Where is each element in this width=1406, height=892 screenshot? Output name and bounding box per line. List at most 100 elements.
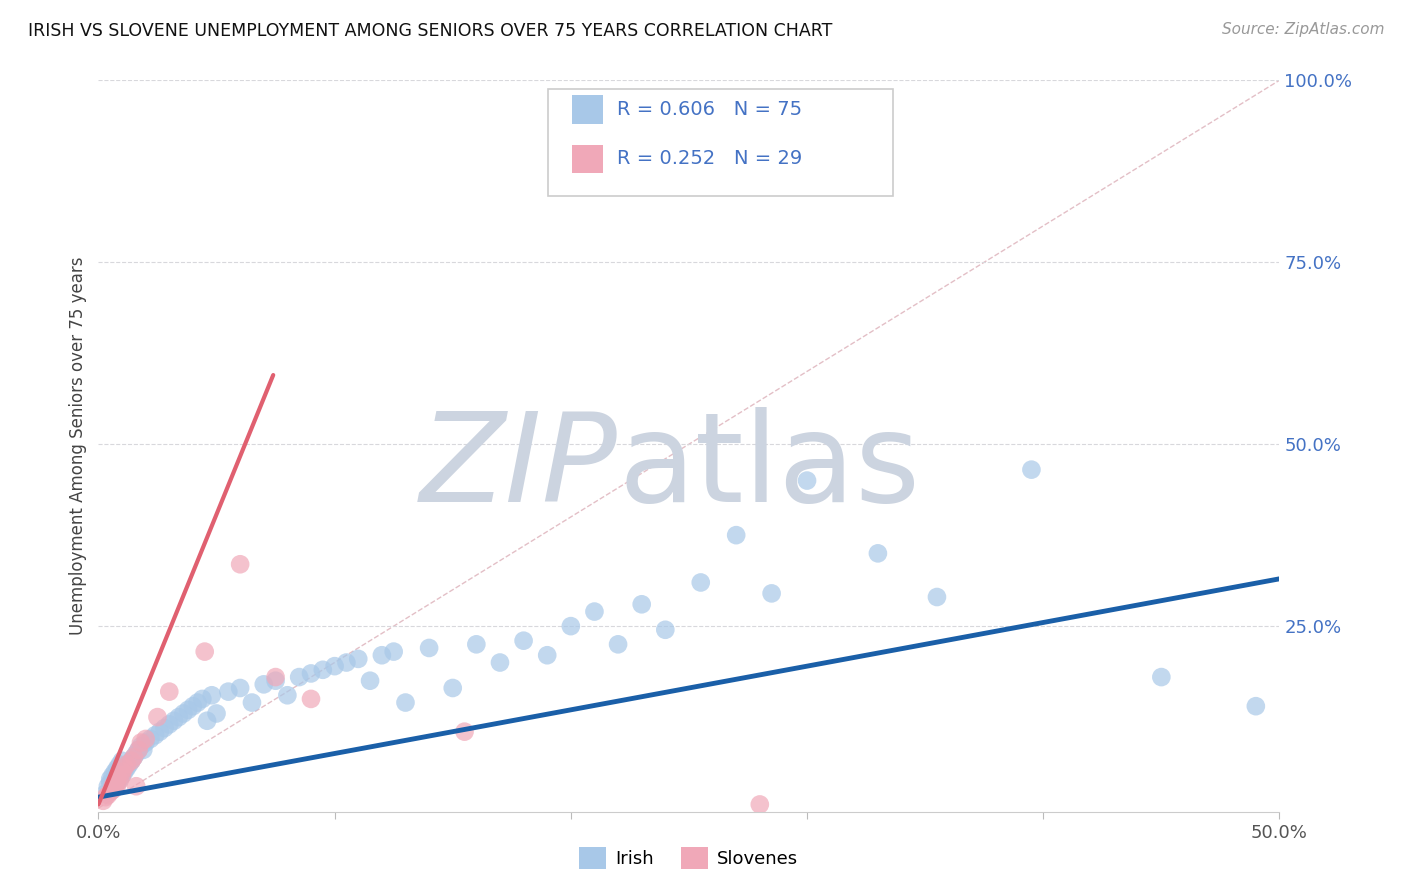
Point [418,640,440,655]
Point [195,714,218,728]
Point [98,772,121,786]
Point [135,731,157,746]
Point [121,754,143,768]
Point [288,670,311,684]
Text: R = 0.252   N = 29: R = 0.252 N = 29 [617,149,803,169]
Point [157,684,180,698]
Point [187,696,209,710]
Point [201,688,224,702]
Point [229,558,252,572]
Point [132,743,155,757]
Point [98,775,121,789]
Point [104,764,127,779]
Point [925,590,948,604]
Point [205,706,228,721]
Point [112,764,135,779]
Point [453,724,475,739]
Point [512,633,534,648]
Point [121,754,143,768]
Point [194,644,217,658]
Point [761,586,783,600]
Point [276,688,298,702]
Text: Source: ZipAtlas.com: Source: ZipAtlas.com [1222,22,1385,37]
Point [264,670,287,684]
Point [725,528,748,542]
Point [128,743,150,757]
Point [359,673,381,688]
Point [129,739,152,754]
Point [689,575,711,590]
Point [115,757,138,772]
Point [583,605,606,619]
Legend: Irish, Slovenes: Irish, Slovenes [572,839,806,876]
Point [465,637,488,651]
Point [128,743,150,757]
Point [108,757,131,772]
Point [91,794,114,808]
Text: R = 0.606   N = 75: R = 0.606 N = 75 [617,100,803,120]
Point [97,779,120,793]
Point [299,666,322,681]
Point [607,637,630,651]
Point [135,735,157,749]
Point [371,648,394,663]
Point [104,780,127,795]
Point [382,644,405,658]
Point [191,692,214,706]
Point [118,757,141,772]
Point [1021,463,1043,477]
Point [101,779,124,793]
Point [335,656,357,670]
Point [654,623,676,637]
Point [299,692,322,706]
Point [111,768,134,782]
Point [1150,670,1173,684]
Point [105,775,128,789]
Point [98,785,121,799]
Point [796,474,818,488]
Point [240,696,263,710]
Point [101,768,124,782]
Point [111,768,134,782]
Point [101,783,124,797]
Point [217,684,239,698]
Point [139,731,162,746]
Point [630,597,652,611]
Point [146,710,169,724]
Point [111,754,134,768]
Point [108,773,131,788]
Point [105,761,128,775]
Point [129,735,152,749]
Point [181,699,204,714]
Point [157,717,180,731]
Point [394,696,416,710]
Point [536,648,558,663]
Point [101,783,124,797]
Point [748,797,770,812]
Point [97,788,120,802]
Point [108,772,131,786]
Point [149,724,172,739]
Point [143,728,166,742]
Point [104,779,127,793]
Point [105,778,128,792]
Point [253,677,276,691]
Text: IRISH VS SLOVENE UNEMPLOYMENT AMONG SENIORS OVER 75 YEARS CORRELATION CHART: IRISH VS SLOVENE UNEMPLOYMENT AMONG SENI… [28,22,832,40]
Point [441,681,464,695]
Point [112,761,135,775]
Point [866,546,889,560]
Point [347,652,370,666]
Point [177,703,200,717]
Point [153,721,176,735]
Point [323,659,346,673]
Point [122,750,145,764]
Point [111,764,134,779]
Point [229,681,252,695]
Point [163,714,186,728]
Point [312,663,335,677]
Point [94,787,117,801]
Point [125,747,148,761]
Point [172,706,194,721]
Point [115,761,138,775]
Point [167,710,190,724]
